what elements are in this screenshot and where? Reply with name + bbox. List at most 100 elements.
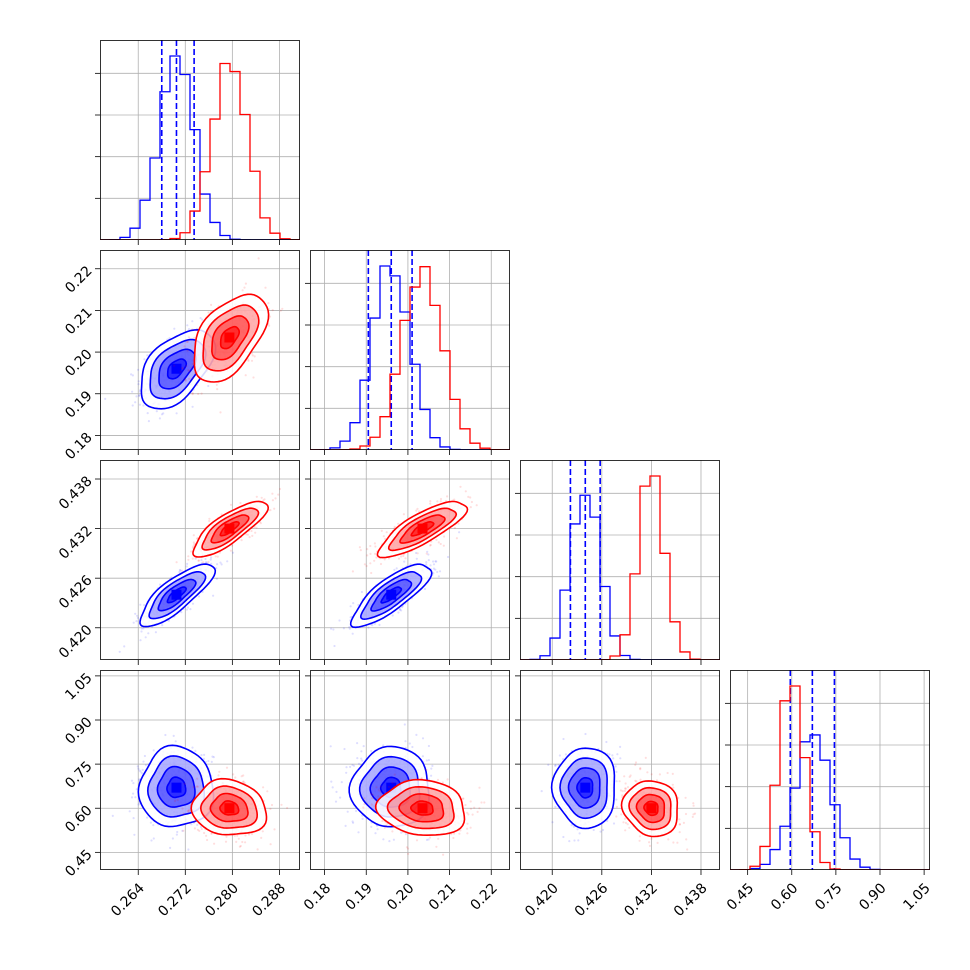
panel-frame-3-3 xyxy=(730,670,930,870)
density-peak-blue xyxy=(171,363,182,374)
contour-lines-red xyxy=(620,780,679,838)
panel-frame-3-0 xyxy=(100,670,300,870)
contour-lines-red xyxy=(375,778,466,837)
contour-lines-blue xyxy=(550,747,616,830)
contour-lines-blue xyxy=(139,563,217,628)
y-tick-label: 0.90 xyxy=(62,714,95,747)
x-tick-label: 0.22 xyxy=(468,880,501,913)
x-tick-label: 0.90 xyxy=(856,880,889,913)
contour-lines-red xyxy=(376,500,469,559)
panel-frame-3-1 xyxy=(310,670,510,870)
y-tick-label: 0.420 xyxy=(56,622,96,662)
x-tick-label: 0.20 xyxy=(384,880,417,913)
density-peak-red xyxy=(646,803,657,814)
panel-frame-2-0 xyxy=(100,460,300,660)
grid-3-0 xyxy=(100,670,300,870)
contour-lines-blue xyxy=(349,563,433,629)
grid-2-0 xyxy=(100,460,300,660)
ticks-2-0 xyxy=(95,478,280,665)
contour-lines-blue xyxy=(140,328,217,410)
ticks-1-1 xyxy=(305,282,492,455)
ticks-1-0 xyxy=(95,268,280,455)
y-tick-labels-1: 0.18 0.19 0.20 0.21 0.22 xyxy=(62,263,95,463)
y-tick-label: 0.18 xyxy=(62,430,95,463)
density-peak-blue xyxy=(171,782,182,793)
histogram-3 xyxy=(730,670,930,870)
scatter-2-0 xyxy=(118,487,282,653)
hist-series-blue xyxy=(310,265,510,450)
panel-frame-3-2 xyxy=(520,670,720,870)
x-tick-label: 0.18 xyxy=(301,880,334,913)
x-tick-labels-1: 0.18 0.19 0.20 0.21 0.22 xyxy=(301,880,501,913)
density-peak-red xyxy=(224,803,235,814)
x-tick-label: 0.45 xyxy=(724,880,757,913)
grid-1-1 xyxy=(310,250,510,450)
x-tick-label: 0.280 xyxy=(202,880,242,920)
ticks-2-1 xyxy=(305,478,492,665)
y-tick-label: 0.19 xyxy=(62,388,95,421)
x-tick-label: 0.288 xyxy=(249,880,289,920)
scatter-3-0 xyxy=(111,733,289,851)
panel-bg xyxy=(520,670,720,870)
hist-series-blue xyxy=(520,494,720,660)
x-tick-label: 1.05 xyxy=(900,880,933,913)
x-tick-label: 0.19 xyxy=(343,880,376,913)
y-tick-label: 0.20 xyxy=(62,346,95,379)
panel-bg xyxy=(520,460,720,660)
density-peak-red xyxy=(224,523,235,534)
panel-frame-1-0 xyxy=(100,250,300,450)
histogram-0 xyxy=(100,40,300,240)
density-peak-blue xyxy=(171,589,182,600)
scatter-1-0 xyxy=(104,257,284,423)
x-tick-label: 0.272 xyxy=(155,880,195,920)
density-peak-red xyxy=(417,523,428,534)
x-tick-label: 0.21 xyxy=(426,880,459,913)
density-peak-blue xyxy=(580,782,591,793)
y-tick-label: 0.22 xyxy=(62,263,95,296)
x-tick-labels-0: 0.264 0.272 0.280 0.288 xyxy=(108,880,289,920)
panel-frame-1-1 xyxy=(310,250,510,450)
ticks-3-3 xyxy=(725,702,925,875)
hist-series-red xyxy=(100,62,300,240)
scatter-3-2 xyxy=(540,732,697,851)
y-tick-label: 0.75 xyxy=(62,758,95,791)
y-tick-label: 0.45 xyxy=(62,847,95,880)
y-tick-labels-2: 0.420 0.426 0.432 0.438 xyxy=(56,473,96,661)
scatter-3-1 xyxy=(329,723,486,856)
x-tick-label: 0.432 xyxy=(621,880,661,920)
x-tick-label: 0.438 xyxy=(671,880,711,920)
y-tick-label: 0.432 xyxy=(56,523,96,563)
ticks-2-2 xyxy=(515,492,702,665)
panel-frame-0-0 xyxy=(100,40,300,240)
y-tick-label: 0.60 xyxy=(62,803,95,836)
x-tick-label: 0.60 xyxy=(768,880,801,913)
panel-frame-2-2 xyxy=(520,460,720,660)
ticks-3-2 xyxy=(515,675,702,875)
y-tick-label: 1.05 xyxy=(62,670,95,703)
contour-lines-red xyxy=(190,777,268,836)
panel-bg xyxy=(100,460,300,660)
density-peak-red xyxy=(224,332,235,343)
ticks-0-0 xyxy=(95,72,280,245)
x-tick-label: 0.426 xyxy=(572,880,612,920)
x-tick-labels-3: 0.45 0.60 0.75 0.90 1.05 xyxy=(724,880,934,913)
grid-2-2 xyxy=(520,460,720,660)
density-peak-blue xyxy=(386,589,397,600)
y-tick-label: 0.21 xyxy=(62,305,95,338)
contour-lines-red xyxy=(192,500,270,558)
x-tick-label: 0.420 xyxy=(522,880,562,920)
x-tick-label: 0.75 xyxy=(812,880,845,913)
contour-lines-red xyxy=(193,293,270,383)
scatter-2-1 xyxy=(330,485,478,648)
ticks-3-1 xyxy=(305,675,492,875)
grid-3-2 xyxy=(520,670,720,870)
grid-2-1 xyxy=(310,460,510,660)
x-tick-label: 0.264 xyxy=(108,880,148,920)
hist-series-red xyxy=(730,685,930,870)
x-tick-labels-2: 0.420 0.426 0.432 0.438 xyxy=(522,880,710,920)
y-tick-labels-3: 0.45 0.60 0.75 0.90 1.05 xyxy=(62,670,95,880)
y-tick-label: 0.438 xyxy=(56,473,96,513)
density-peak-red xyxy=(417,803,428,814)
contour-lines-blue xyxy=(137,744,215,828)
